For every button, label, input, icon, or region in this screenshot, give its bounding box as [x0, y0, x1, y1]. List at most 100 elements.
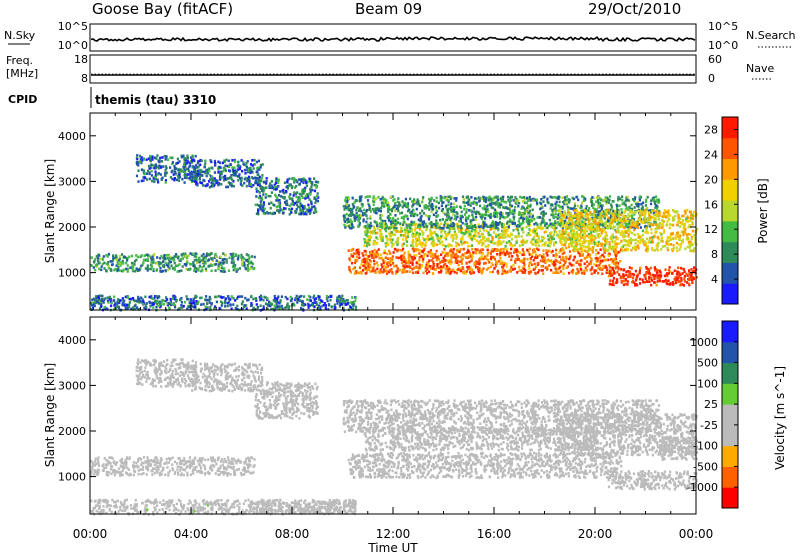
data-cell [389, 252, 392, 255]
data-cell [527, 222, 530, 225]
data-cell [220, 266, 224, 269]
data-cell [148, 177, 151, 181]
data-cell [599, 223, 602, 226]
data-cell [409, 254, 412, 258]
data-cell [457, 263, 460, 267]
data-cell [234, 169, 237, 173]
data-cell [523, 253, 526, 257]
data-cell [424, 222, 427, 226]
data-cell [382, 203, 385, 207]
data-cell [654, 206, 657, 209]
data-cell [355, 215, 358, 219]
data-cell [168, 306, 171, 309]
data-cell [552, 261, 555, 264]
data-cell [522, 241, 525, 244]
data-cell [537, 237, 540, 240]
data-cell [411, 258, 414, 262]
data-cell [507, 240, 510, 244]
data-cell [95, 255, 98, 258]
data-cell [396, 207, 400, 210]
data-cell [473, 237, 476, 241]
data-cell [353, 272, 357, 275]
data-cell [475, 265, 478, 269]
data-cell [591, 202, 594, 205]
data-cell [108, 295, 111, 299]
data-cell [291, 202, 294, 205]
data-cell [475, 251, 478, 254]
data-cell [185, 167, 188, 171]
data-cell [363, 249, 366, 253]
data-cell [104, 297, 107, 300]
data-cell [564, 198, 567, 201]
data-cell [563, 196, 567, 199]
data-cell [229, 252, 232, 256]
data-cell [536, 226, 539, 229]
data-cell [418, 256, 421, 259]
data-cell [375, 261, 378, 264]
data-cell [110, 304, 113, 308]
data-cell [126, 296, 129, 299]
data-cell [521, 196, 524, 199]
data-cell [487, 231, 490, 234]
data-cell [528, 264, 531, 268]
data-cell [204, 184, 207, 188]
data-cell [383, 223, 386, 226]
data-cell [449, 219, 453, 223]
data-cell [154, 170, 157, 174]
data-cell [256, 173, 259, 177]
data-cell [398, 212, 402, 215]
data-cell [489, 265, 492, 269]
data-cell [192, 158, 195, 161]
data-cell [272, 307, 275, 311]
data-cell [157, 172, 160, 175]
data-cell [411, 222, 414, 225]
data-cell [162, 299, 165, 302]
data-cell [466, 201, 469, 205]
data-cell [464, 228, 467, 232]
data-cell [234, 160, 237, 163]
data-cell [359, 199, 362, 202]
data-cell [607, 201, 610, 204]
data-cell [350, 301, 353, 304]
data-cell [145, 172, 149, 175]
data-cell [467, 267, 470, 271]
data-cell [247, 175, 251, 179]
data-cell [208, 295, 211, 299]
data-cell [590, 200, 593, 203]
data-cell [567, 198, 570, 201]
data-cell [590, 257, 593, 260]
data-cell [612, 259, 615, 262]
data-cell [117, 306, 120, 310]
data-cell [432, 264, 436, 267]
data-cell [151, 155, 154, 158]
data-cell [485, 229, 488, 233]
data-cell [295, 294, 298, 298]
data-cell [232, 268, 235, 272]
data-cell [326, 299, 329, 303]
data-cell [388, 260, 391, 264]
data-cell [460, 231, 463, 235]
data-cell [486, 225, 489, 229]
data-cell [258, 194, 262, 198]
data-cell [376, 267, 379, 271]
data-cell [582, 195, 585, 199]
data-cell [604, 196, 607, 199]
data-cell [283, 181, 286, 185]
data-cell [653, 198, 656, 201]
data-cell [245, 165, 249, 169]
data-cell [283, 201, 287, 204]
data-cell [144, 258, 147, 262]
data-cell [525, 225, 528, 229]
data-cell [602, 264, 605, 268]
data-cell [540, 202, 543, 205]
data-cell [436, 222, 439, 226]
data-cell [135, 267, 138, 270]
data-cell [494, 223, 498, 227]
data-cell [634, 202, 638, 206]
data-cell [288, 213, 291, 216]
data-cell [598, 195, 601, 199]
data-cell [369, 234, 372, 238]
data-cell [419, 218, 422, 221]
data-cell [185, 264, 188, 267]
data-cell [468, 198, 471, 201]
